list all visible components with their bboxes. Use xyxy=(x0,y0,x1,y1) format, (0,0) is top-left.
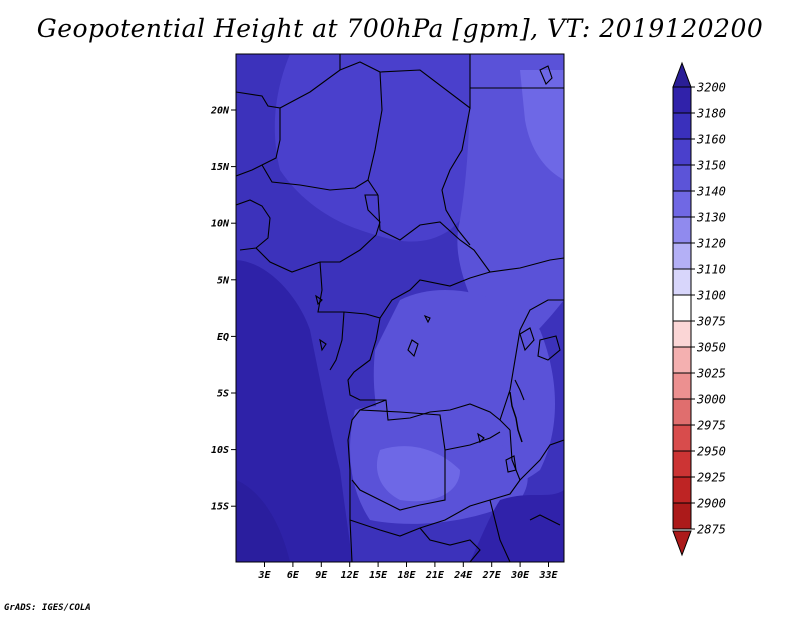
colorbar-label: 3140 xyxy=(696,185,726,199)
lon-tick-label: 30E xyxy=(510,570,530,581)
lon-tick-label: 33E xyxy=(538,570,558,581)
colorbar-label: 3150 xyxy=(696,159,726,173)
colorbar-label: 3075 xyxy=(696,315,726,329)
colorbar-segment xyxy=(672,476,692,504)
colorbar-segment xyxy=(672,86,692,114)
colorbar-label: 3050 xyxy=(696,341,726,355)
field-lightest-south xyxy=(376,446,460,502)
latitude-axis: 20N 15N 10N 5N EQ 5S 10S 15S xyxy=(210,106,236,513)
lon-tick-label: 3E xyxy=(257,570,271,581)
colorbar-segment xyxy=(672,346,692,374)
lon-tick-label: 24E xyxy=(453,570,473,581)
colorbar-segment xyxy=(672,424,692,452)
lat-tick-label: 10S xyxy=(211,445,229,456)
colorbar-label: 3160 xyxy=(696,133,726,147)
colorbar-segment xyxy=(672,450,692,478)
colorbar-label: 3130 xyxy=(696,211,726,225)
colorbar-label: 2925 xyxy=(697,471,726,485)
colorbar-label: 2975 xyxy=(697,419,726,433)
map-title: Geopotential Height at 700hPa [gpm], VT:… xyxy=(36,14,764,43)
colorbar-segment xyxy=(672,164,692,192)
lon-tick-label: 6E xyxy=(287,570,300,581)
colorbar-bottom-arrow xyxy=(672,530,692,557)
lat-tick-label: 20N xyxy=(210,106,230,117)
colorbar-label: 3000 xyxy=(696,393,726,407)
longitude-axis: 3E 6E 9E 12E 15E 18E 21E 24E 27E 30E 33E xyxy=(257,562,559,581)
credit-label: GrADS: IGES/COLA xyxy=(4,603,91,613)
colorbar-label: 3110 xyxy=(696,263,726,277)
lon-tick-label: 9E xyxy=(315,570,328,581)
lat-tick-label: 5S xyxy=(217,389,229,400)
colorbar-top-arrow xyxy=(672,61,692,88)
colorbar-segment xyxy=(672,190,692,218)
colorbar-label: 3120 xyxy=(696,237,726,251)
lon-tick-label: 12E xyxy=(341,570,360,581)
lon-tick-label: 15E xyxy=(369,570,388,581)
colorbar-label: 2950 xyxy=(697,445,726,459)
colorbar-label: 3200 xyxy=(696,81,726,95)
field-deep-se xyxy=(470,490,564,562)
colorbar-segment xyxy=(672,138,692,166)
lat-tick-label: 15N xyxy=(211,162,230,173)
colorbar-segment xyxy=(672,242,692,270)
colorbar-label: 2875 xyxy=(697,523,726,537)
country-borders xyxy=(236,54,564,562)
colorbar-label: 3180 xyxy=(696,107,726,121)
colorbar-segment xyxy=(672,216,692,244)
colorbar-label: 3100 xyxy=(696,289,726,303)
colorbar-label: 2900 xyxy=(697,497,726,511)
lat-tick-label: 10N xyxy=(211,219,230,230)
colorbar-segment xyxy=(672,372,692,400)
lon-tick-label: 27E xyxy=(482,570,502,581)
lon-tick-label: 21E xyxy=(425,570,445,581)
colorbar-segment xyxy=(672,398,692,426)
colorbar-segment xyxy=(672,112,692,140)
height-field xyxy=(236,54,564,562)
map-frame xyxy=(235,53,565,563)
colorbar-segment xyxy=(672,320,692,348)
field-deep-west xyxy=(236,260,352,562)
lon-tick-label: 18E xyxy=(397,570,416,581)
lat-tick-label: EQ xyxy=(217,332,229,343)
lat-tick-label: 5N xyxy=(217,275,230,286)
colorbar-label: 3025 xyxy=(696,367,726,381)
field-deep-sw xyxy=(236,480,290,562)
colorbar: 3200 3180 3160 3150 3140 3130 3120 3110 3100 3075… xyxy=(672,61,726,557)
colorbar-segment xyxy=(672,268,692,296)
colorbar-segment xyxy=(672,294,692,322)
field-lightest-ne xyxy=(520,70,564,180)
colorbar-segment xyxy=(672,502,692,530)
lat-tick-label: 15S xyxy=(211,502,229,513)
